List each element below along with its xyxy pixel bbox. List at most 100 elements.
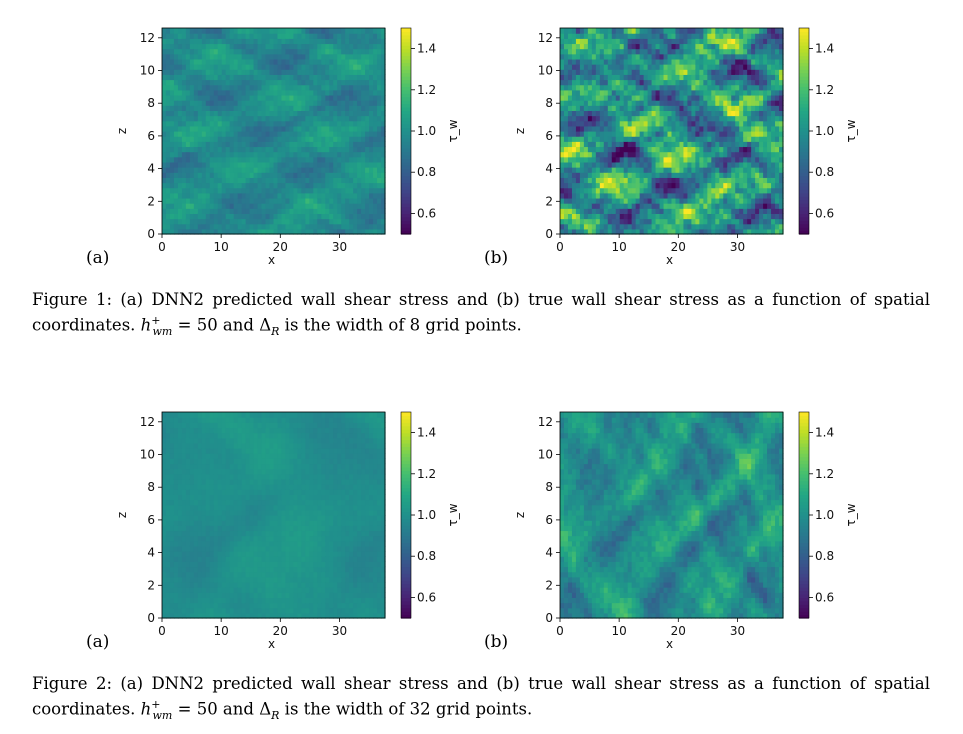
- heatmap-cell: [623, 187, 629, 194]
- heatmap-cell: [671, 69, 677, 75]
- heatmap-cell: [619, 131, 625, 137]
- heatmap-cell: [297, 125, 302, 132]
- heatmap-cell: [309, 53, 314, 60]
- heatmap-cell: [233, 69, 239, 75]
- heatmap-cell: [747, 182, 752, 189]
- heatmap-cell: [325, 33, 330, 39]
- heatmap-cell: [655, 177, 661, 184]
- heatmap-cell: [341, 131, 346, 137]
- heatmap-cell: [667, 182, 673, 189]
- heatmap-cell: [595, 172, 601, 178]
- heatmap-cell: [579, 146, 585, 153]
- heatmap-cell: [675, 48, 681, 55]
- heatmap-cell: [337, 197, 342, 204]
- heatmap-cell: [321, 43, 326, 50]
- heatmap-cell: [193, 28, 199, 34]
- heatmap-cell: [679, 177, 685, 184]
- heatmap-cell: [181, 504, 187, 511]
- heatmap-cell: [639, 167, 645, 173]
- heatmap-cell: [289, 197, 295, 204]
- heatmap-cell: [185, 515, 191, 521]
- colorbar-segment: [401, 189, 411, 194]
- heatmap-cell: [377, 131, 382, 137]
- heatmap-cell: [253, 223, 259, 230]
- heatmap-cell: [329, 120, 334, 127]
- colorbar-segment: [799, 213, 809, 218]
- heatmap-cell: [213, 223, 219, 230]
- heatmap-cell: [735, 131, 740, 137]
- heatmap-cell: [631, 89, 637, 96]
- heatmap-cell: [711, 33, 716, 39]
- heatmap-cell: [687, 167, 693, 173]
- heatmap-cell: [703, 53, 708, 60]
- heatmap-cell: [775, 120, 780, 127]
- heatmap-cell: [719, 177, 724, 184]
- heatmap-cell: [269, 53, 275, 60]
- heatmap-cell: [297, 182, 302, 189]
- heatmap-cell: [201, 136, 207, 142]
- heatmap-cell: [679, 69, 685, 75]
- heatmap-cell: [707, 141, 712, 148]
- heatmap-cell: [357, 136, 362, 142]
- heatmap-cell: [719, 120, 724, 127]
- heatmap-cell: [591, 100, 597, 106]
- heatmap-cell: [779, 100, 784, 106]
- heatmap-cell: [691, 64, 696, 70]
- heatmap-cell: [165, 203, 171, 209]
- heatmap-cell: [221, 218, 227, 225]
- heatmap-cell: [189, 156, 195, 163]
- heatmap-cell: [177, 218, 183, 225]
- heatmap-cell: [241, 43, 247, 50]
- heatmap-cell: [162, 192, 167, 199]
- heatmap-cell: [579, 38, 585, 45]
- heatmap-cell: [225, 53, 231, 60]
- heatmap-cell: [217, 38, 223, 45]
- heatmap-cell: [241, 89, 247, 96]
- heatmap-cell: [719, 223, 724, 230]
- heatmap-cell: [309, 208, 314, 214]
- heatmap-cell: [755, 89, 760, 96]
- heatmap-cell: [317, 53, 322, 60]
- heatmap-cell: [289, 105, 295, 111]
- heatmap-cell: [181, 545, 187, 552]
- heatmap-cell: [627, 110, 633, 117]
- heatmap-cell: [715, 28, 720, 34]
- heatmap-cell: [261, 203, 267, 209]
- heatmap-cell: [165, 581, 171, 588]
- heatmap-cell: [739, 43, 744, 50]
- heatmap-cell: [751, 43, 756, 50]
- heatmap-cell: [233, 197, 239, 204]
- heatmap-cell: [337, 100, 342, 106]
- heatmap-cell: [587, 38, 593, 45]
- heatmap-cell: [595, 74, 601, 81]
- heatmap-cell: [341, 28, 346, 34]
- heatmap-cell: [727, 79, 732, 86]
- heatmap-cell: [727, 131, 732, 137]
- heatmap-cell: [779, 167, 784, 173]
- heatmap-cell: [583, 58, 589, 65]
- heatmap-cell: [321, 208, 326, 214]
- heatmap-cell: [719, 192, 724, 199]
- heatmap-cell: [205, 105, 211, 111]
- heatmap-cell: [711, 223, 716, 230]
- heatmap-cell: [767, 120, 772, 127]
- heatmap-cell: [599, 53, 605, 60]
- heatmap-cell: [185, 151, 191, 158]
- heatmap-cell: [715, 187, 720, 194]
- heatmap-cell: [185, 64, 191, 70]
- heatmap-cell: [341, 228, 346, 235]
- heatmap-cell: [257, 156, 263, 163]
- heatmap-cell: [579, 105, 585, 111]
- heatmap-cell: [711, 187, 716, 194]
- heatmap-cell: [177, 115, 183, 122]
- heatmap-cell: [205, 208, 211, 214]
- heatmap-cell: [377, 79, 382, 86]
- heatmap-cell: [739, 58, 744, 65]
- heatmap-cell: [229, 125, 235, 132]
- heatmap-cell: [225, 177, 231, 184]
- heatmap-cell: [329, 84, 334, 91]
- heatmap-cell: [329, 141, 334, 148]
- heatmap-cell: [377, 156, 382, 163]
- heatmap-cell: [177, 489, 183, 495]
- heatmap-cell: [723, 146, 728, 153]
